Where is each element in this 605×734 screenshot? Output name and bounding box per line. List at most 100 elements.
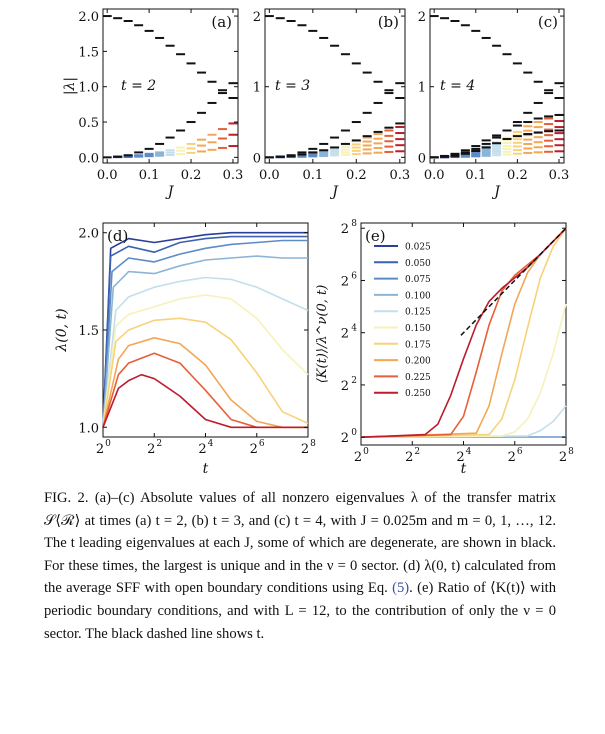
- y-tick-label: 2: [341, 274, 349, 289]
- x-tick-label: 2: [301, 442, 309, 457]
- x-axis-label: J: [329, 184, 339, 200]
- y-tick-label: 2.0: [78, 10, 99, 25]
- panel-e: 2 0 2 2 2 4 2 6 2 82 02 22 42 62 8(e)t⟨K(t)⟩/λ^ν(0, t)…: [315, 219, 574, 477]
- panel-label: (a): [211, 13, 232, 31]
- y-tick-label: 2: [341, 379, 349, 394]
- x-tick-label: 0.3: [549, 168, 570, 183]
- x-tick-exponent: 8: [568, 447, 574, 457]
- legend-label: 0.050: [405, 259, 431, 269]
- y-tick-label: 0.0: [78, 151, 99, 166]
- time-annotation: t = 4: [440, 78, 475, 94]
- y-tick-label: 2: [341, 327, 349, 342]
- series-line-J0.125: [102, 276, 309, 428]
- series-line-J0.175: [102, 317, 309, 428]
- caption-part-2: at times (a) t = 2, (b) t = 3, and (c) t…: [44, 512, 556, 597]
- panel-label: (d): [107, 227, 128, 245]
- x-tick-label: 2: [147, 442, 155, 457]
- panel-c: 0.0 0.1 0.2 0.3 0 1 2 (c) t = 4 J: [418, 8, 570, 200]
- panel-label: (e): [365, 227, 386, 245]
- x-tick-label: 0.2: [507, 168, 528, 183]
- y-tick-exponent: 8: [351, 219, 357, 229]
- series-line-J0.025: [102, 231, 308, 428]
- caption-part-3: . (e) Ratio of ⟨K(t)⟩ with periodic boun…: [44, 580, 556, 642]
- y-tick-label: 2: [253, 10, 261, 25]
- series-line-J0.050: [102, 235, 308, 428]
- y-tick-label: 0: [253, 151, 261, 166]
- y-tick-exponent: 6: [351, 271, 357, 281]
- y-tick-label: 0.5: [78, 116, 99, 131]
- legend: 0.025 0.050 0.075 0.100 0.125 0.150 0.175 0.200…: [374, 243, 431, 399]
- x-tick-exponent: 0: [363, 447, 369, 457]
- y-tick-label: 2: [418, 10, 426, 25]
- y-tick-label: 2: [341, 222, 349, 237]
- legend-label: 0.025: [405, 243, 431, 253]
- series-line-J0.200: [102, 336, 308, 429]
- x-tick-label: 2: [250, 442, 258, 457]
- figure-caption: FIG. 2. (a)–(c) Absolute values of all n…: [44, 487, 556, 645]
- legend-label: 0.225: [405, 373, 431, 383]
- y-tick-label: 1: [253, 81, 261, 96]
- caption-part-1: FIG. 2. (a)–(c) Absolute values of all n…: [44, 490, 556, 506]
- x-tick-exponent: 0: [105, 439, 111, 449]
- panel-label: (b): [378, 13, 399, 31]
- x-tick-label: 2: [96, 442, 104, 457]
- y-tick-label: 1.5: [78, 324, 99, 339]
- series-line-J0.100: [102, 255, 308, 428]
- y-tick-exponent: 0: [351, 428, 357, 438]
- caption-matrix: 𝒮⟨ℛ⟩: [44, 512, 81, 529]
- y-tick-label: 0: [418, 151, 426, 166]
- x-tick-label: 2: [405, 450, 413, 465]
- x-tick-exponent: 2: [414, 447, 420, 457]
- y-tick-label: 1.0: [78, 421, 99, 436]
- y-tick-label: 2: [341, 431, 349, 446]
- equation-link[interactable]: (5): [392, 580, 410, 597]
- time-annotation: t = 2: [121, 78, 156, 94]
- panel-a: 0.0 0.1 0.2 0.3 0.0 0.5 1.0 1.5 2.0 (a) t = 2 J |λ|: [62, 8, 243, 200]
- legend-label: 0.250: [405, 389, 431, 399]
- y-tick-exponent: 2: [351, 376, 357, 386]
- axes-frame: [264, 8, 406, 164]
- x-tick-exponent: 6: [517, 447, 523, 457]
- axes-frame: [429, 8, 565, 164]
- y-tick-label: 2.0: [78, 227, 99, 242]
- series-line-J0.150: [102, 294, 309, 428]
- axes-frame: [360, 222, 567, 446]
- x-axis-label: t: [461, 461, 467, 477]
- x-axis-label: J: [491, 184, 501, 200]
- x-tick-label: 2: [456, 450, 464, 465]
- y-axis-label: ⟨K(t)⟩/λ^ν(0, t): [315, 285, 330, 384]
- x-tick-label: 0.2: [181, 168, 202, 183]
- x-tick-exponent: 2: [156, 439, 162, 449]
- x-tick-label: 0.3: [389, 168, 410, 183]
- legend-label: 0.150: [405, 324, 431, 334]
- y-axis-label: |λ|: [62, 77, 78, 95]
- series-line-J0.175: [360, 227, 567, 438]
- x-tick-exponent: 4: [466, 447, 472, 457]
- x-tick-label: 2: [508, 450, 516, 465]
- legend-label: 0.125: [405, 308, 431, 318]
- legend-label: 0.075: [405, 275, 431, 285]
- y-tick-label: 1.5: [78, 45, 99, 60]
- x-tick-label: 2: [354, 450, 362, 465]
- x-tick-exponent: 8: [310, 439, 316, 449]
- x-tick-label: 0.0: [259, 168, 280, 183]
- y-tick-label: 1: [418, 81, 426, 96]
- x-tick-label: 0.0: [424, 168, 445, 183]
- time-annotation: t = 3: [275, 78, 310, 94]
- series-line-J0.075: [102, 239, 308, 428]
- panel-d: 2 0 2 2 2 4 2 6 2 81.01.52.0 (d)tλ(0, t): [54, 222, 316, 477]
- panel-label: (c): [538, 13, 558, 31]
- x-tick-label: 2: [559, 450, 567, 465]
- x-tick-exponent: 6: [259, 439, 265, 449]
- series-line-J0.150: [360, 303, 567, 438]
- panel-b: 0.0 0.1 0.2 0.3 0 1 2 (b) t = 3 J: [253, 8, 410, 200]
- legend-label: 0.175: [405, 340, 431, 350]
- legend-label: 0.100: [405, 291, 431, 301]
- x-tick-label: 0.0: [97, 168, 118, 183]
- x-tick-exponent: 4: [208, 439, 214, 449]
- x-tick-label: 0.2: [346, 168, 367, 183]
- series-line-J0.125: [360, 405, 567, 438]
- x-tick-label: 0.1: [139, 168, 160, 183]
- axes-frame: [102, 8, 239, 164]
- x-axis-label: t: [203, 461, 209, 477]
